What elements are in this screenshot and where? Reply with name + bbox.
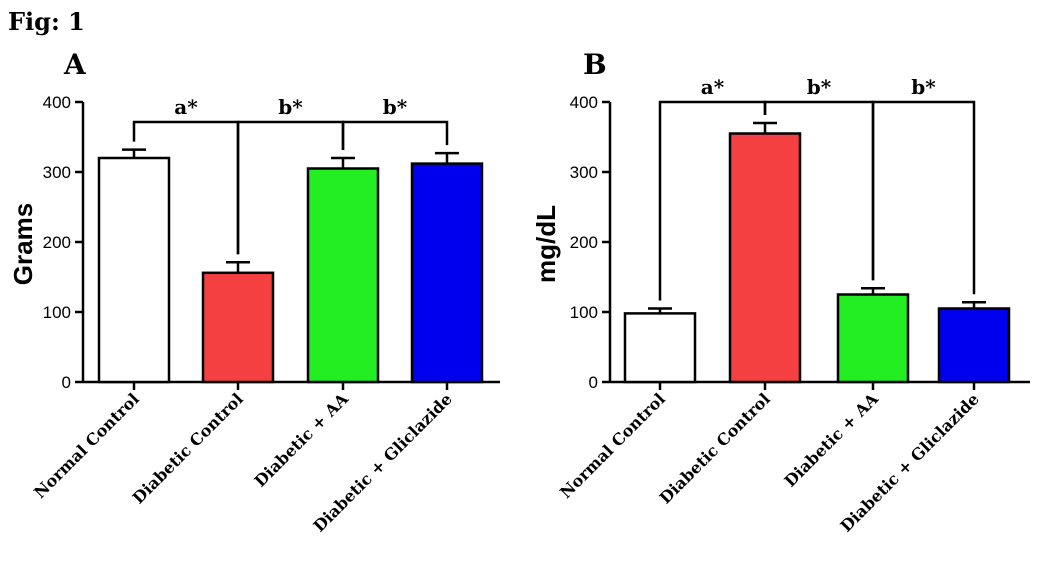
y-tick-label: 400	[570, 93, 598, 112]
bar	[306, 167, 380, 384]
significance-label: a*	[701, 75, 725, 99]
significance-label: b*	[911, 75, 936, 99]
y-tick-label: 300	[570, 163, 598, 182]
significance-label: b*	[278, 95, 303, 119]
bar	[201, 271, 275, 384]
x-tick-label: Diabetic Control	[656, 389, 774, 507]
bar	[836, 293, 910, 384]
x-tick-label: Diabetic + AA	[781, 389, 883, 491]
x-tick-label: Normal Control	[30, 389, 143, 502]
y-tick-label: 0	[62, 373, 71, 392]
bar	[623, 312, 697, 384]
y-tick-label: 0	[589, 373, 598, 392]
significance-bracket	[341, 120, 449, 150]
significance-label: a*	[174, 95, 198, 119]
panel-label: B	[583, 48, 607, 81]
figure-label: Fig: 1	[8, 7, 85, 36]
x-tick-label: Normal Control	[556, 389, 669, 502]
x-tick-label: Diabetic + AA	[251, 389, 353, 491]
bar	[410, 162, 484, 384]
y-tick-label: 100	[570, 303, 598, 322]
y-tick-label: 200	[570, 233, 598, 252]
y-tick-label: 200	[43, 233, 71, 252]
bar	[97, 156, 171, 384]
y-tick-label: 100	[43, 303, 71, 322]
y-tick-label: 300	[43, 163, 71, 182]
y-tick-label: 400	[43, 93, 71, 112]
panel-label: A	[63, 48, 87, 81]
y-axis-label: Grams	[8, 203, 38, 285]
y-axis-label: mg/dL	[531, 205, 561, 283]
bar	[937, 307, 1011, 384]
significance-bracket	[871, 100, 976, 295]
bar	[728, 132, 802, 384]
x-tick-label: Diabetic Control	[129, 389, 247, 507]
significance-label: b*	[383, 95, 408, 119]
significance-label: b*	[807, 75, 832, 99]
